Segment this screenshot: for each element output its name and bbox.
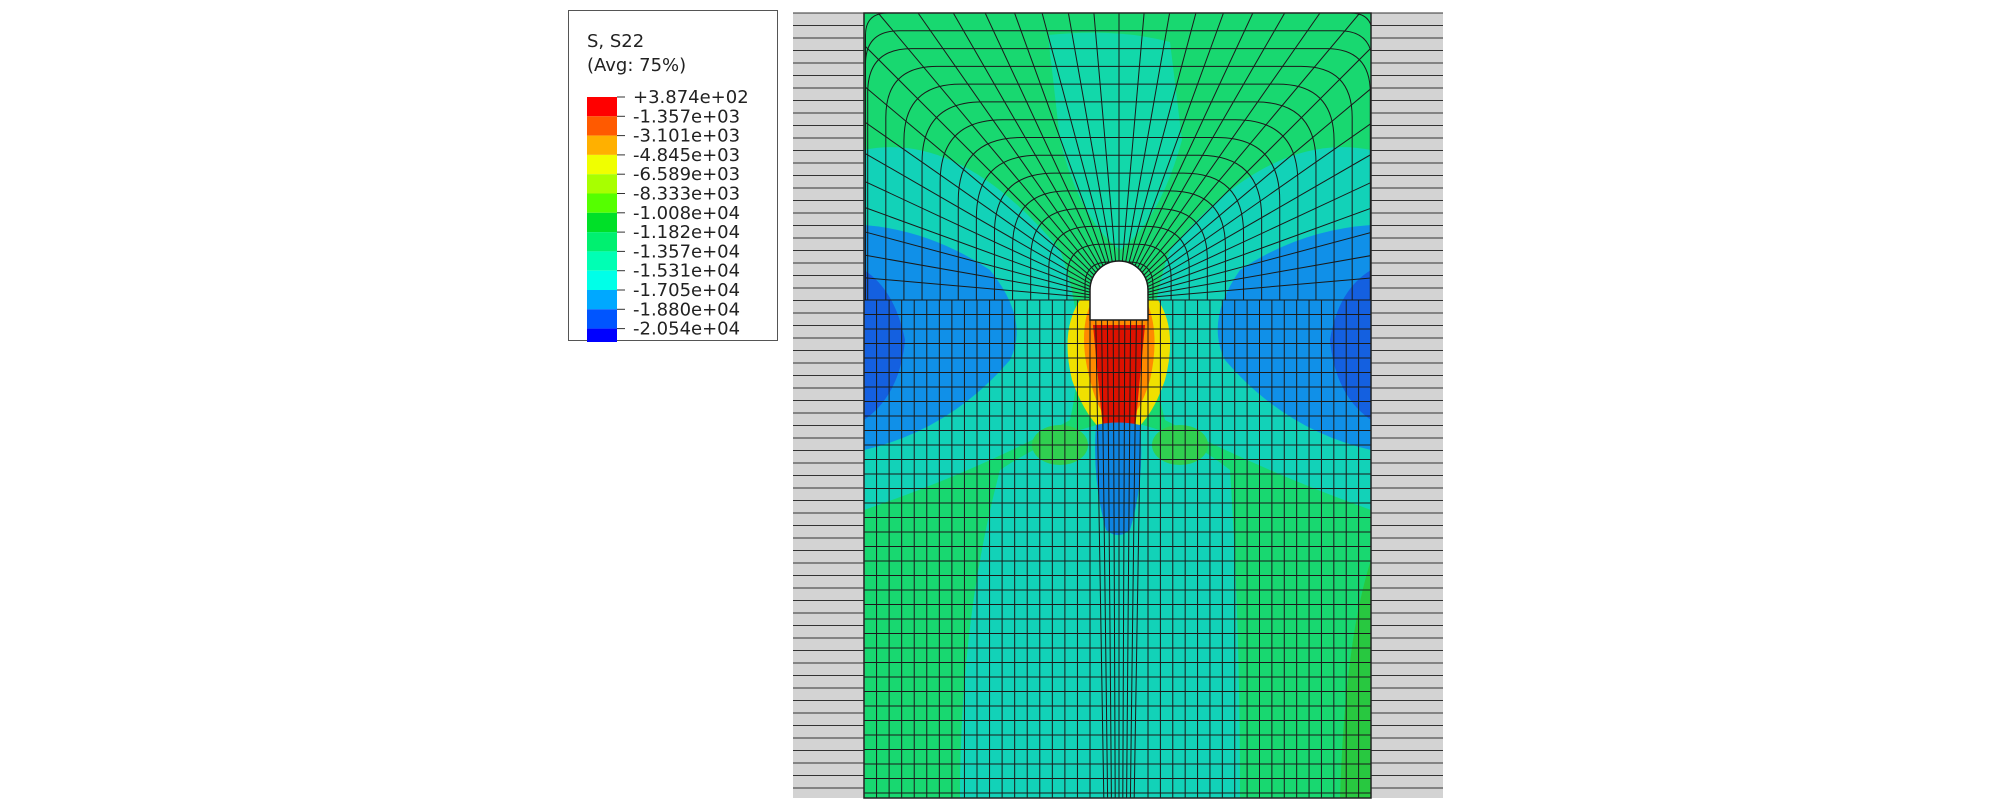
legend-label: -2.054e+04 [633,319,740,340]
legend-label: +3.874e+02 [633,87,749,108]
legend-label: -8.333e+03 [633,184,740,205]
legend-swatch [587,116,617,136]
legend-label: -1.357e+03 [633,106,740,127]
legend-label: -1.357e+04 [633,241,740,262]
legend-swatch [587,174,617,194]
legend-label: -3.101e+03 [633,126,740,147]
legend-swatch [587,212,617,233]
side-block-right [1371,12,1443,798]
legend-swatch [587,270,617,290]
legend-label: -1.705e+04 [633,280,740,301]
legend-colorbar: +3.874e+02-1.357e+03-3.101e+03-4.845e+03… [587,87,749,342]
legend-swatch [587,154,617,175]
legend-swatch [587,290,617,310]
legend-panel: S, S22 (Avg: 75%) +3.874e+02 -1.357e+03 -3… [568,10,778,342]
side-block-left [793,12,864,798]
legend-swatch [587,328,617,342]
legend-label: -1.008e+04 [633,203,740,224]
legend-label: -1.182e+04 [633,222,740,243]
legend-subtitle: (Avg: 75%) [587,55,687,76]
legend-swatch [587,97,617,117]
legend-swatch [587,193,617,213]
contour-field [864,13,1371,798]
legend-swatch [587,251,617,271]
legend-label: -4.845e+03 [633,145,740,166]
tunnel-opening [1089,260,1149,321]
legend-label: -6.589e+03 [633,164,740,185]
legend-label: -1.531e+04 [633,261,740,282]
legend-swatch [587,232,617,252]
legend-title: S, S22 [587,31,645,52]
legend-swatch [587,309,617,329]
legend-swatch [587,135,617,155]
legend-label: -1.880e+04 [633,299,740,320]
